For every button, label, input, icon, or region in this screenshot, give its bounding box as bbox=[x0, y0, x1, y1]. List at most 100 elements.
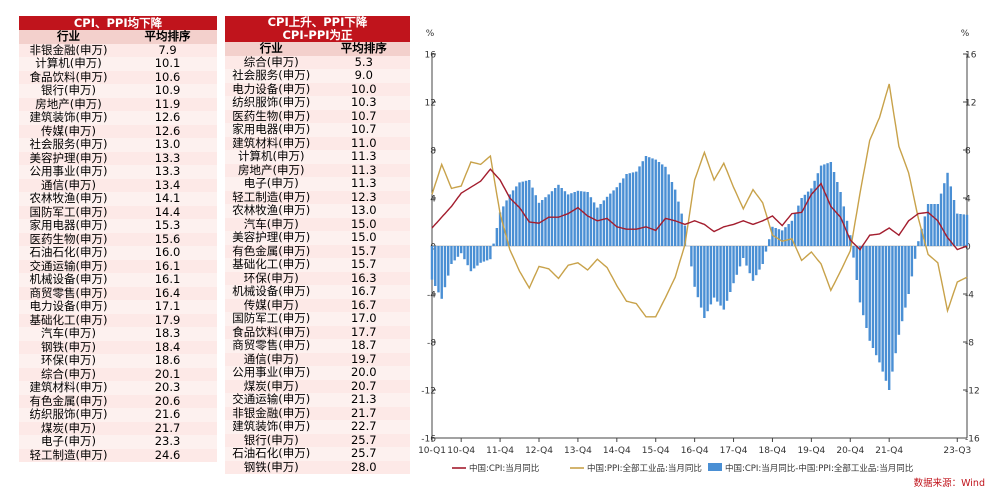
diff-bar bbox=[829, 162, 833, 246]
table-row: 石油石化(申万) 16.0 bbox=[19, 246, 217, 260]
diff-bar bbox=[939, 193, 943, 246]
table-row: 综合(申万) 5.3 bbox=[225, 55, 410, 69]
y-tick-label-right: 0 bbox=[965, 243, 971, 253]
x-tick-label: 15-Q4 bbox=[642, 446, 670, 456]
rank-cell: 22.7 bbox=[350, 420, 377, 433]
table-row: 农林牧渔(申万) 13.0 bbox=[225, 204, 410, 218]
diff-bar bbox=[602, 200, 606, 246]
industry-cell: 社会服务(申万) bbox=[29, 138, 108, 151]
diff-bar bbox=[547, 194, 550, 246]
industry-cell: 煤炭(申万) bbox=[41, 421, 96, 435]
diff-bar bbox=[443, 246, 447, 288]
legend-diff-label: 中国:CPI:当月同比-中国:PPI:全部工业品:当月同比 bbox=[725, 463, 913, 474]
diff-bar bbox=[732, 246, 735, 284]
rank-cell: 15.6 bbox=[154, 232, 181, 246]
y-unit-right: % bbox=[961, 29, 970, 39]
table-row: 银行(申万) 25.7 bbox=[225, 433, 410, 447]
diff-bar bbox=[479, 246, 482, 263]
table-row: 煤炭(申万) 20.7 bbox=[225, 379, 410, 393]
rank-cell: 16.7 bbox=[350, 285, 377, 298]
industry-cell: 煤炭(申万) bbox=[243, 379, 299, 393]
industry-cell: 电子(申万) bbox=[41, 435, 96, 448]
industry-cell: 通信(申万) bbox=[243, 352, 299, 366]
diff-bar bbox=[508, 194, 512, 246]
rank-cell: 12.6 bbox=[154, 124, 181, 138]
diff-bar bbox=[437, 246, 440, 293]
industry-cell: 钢铁(申万) bbox=[41, 340, 96, 354]
diff-bar bbox=[440, 246, 443, 299]
table-row: 商贸零售(申万) 18.7 bbox=[225, 339, 410, 353]
industry-cell: 机械设备(申万) bbox=[232, 285, 311, 298]
diff-bar bbox=[677, 201, 680, 246]
rank-cell: 21.7 bbox=[350, 406, 377, 420]
diff-bar bbox=[930, 204, 933, 246]
rank-cell: 13.3 bbox=[154, 151, 181, 165]
diff-bar bbox=[673, 189, 677, 246]
table-row: 纺织服饰(申万) 10.3 bbox=[225, 96, 410, 110]
diff-bar bbox=[667, 174, 670, 246]
table-row: 公用事业(申万) 13.3 bbox=[19, 165, 217, 179]
industry-cell: 汽车(申万) bbox=[243, 217, 299, 231]
industry-cell: 商贸零售(申万) bbox=[29, 286, 108, 300]
diff-bar bbox=[592, 202, 596, 246]
diff-bar bbox=[813, 180, 816, 246]
diff-bar bbox=[819, 165, 823, 246]
industry-cell: 汽车(申万) bbox=[41, 327, 96, 340]
table-right-title: CPI上升、PPI下降 bbox=[225, 16, 410, 29]
diff-bar bbox=[751, 246, 755, 281]
y-tick-label-right: -12 bbox=[965, 387, 980, 397]
industry-cell: 钢铁(申万) bbox=[243, 460, 299, 474]
rank-cell: 11.0 bbox=[350, 136, 377, 150]
rank-cell: 18.3 bbox=[154, 327, 181, 340]
diff-bar bbox=[579, 191, 583, 246]
diff-bar bbox=[660, 164, 664, 246]
industry-cell: 交通运输(申万) bbox=[232, 393, 311, 406]
diff-bar bbox=[790, 220, 794, 246]
diff-bar bbox=[699, 246, 703, 308]
diff-bar bbox=[498, 212, 502, 246]
industry-cell: 环保(申万) bbox=[41, 354, 96, 367]
x-tick-label: 16-Q4 bbox=[681, 446, 709, 456]
rank-cell: 20.7 bbox=[350, 379, 377, 393]
y-tick-label-right: 8 bbox=[965, 147, 971, 157]
industry-cell: 房地产(申万) bbox=[35, 97, 102, 111]
table-row: 交通运输(申万) 16.1 bbox=[19, 259, 217, 273]
industry-cell: 环保(申万) bbox=[243, 271, 299, 285]
rank-cell: 10.3 bbox=[350, 96, 377, 109]
rank-cell: 21.7 bbox=[154, 421, 181, 435]
industry-cell: 纺织服饰(申万) bbox=[29, 408, 108, 421]
diff-bar bbox=[628, 173, 632, 246]
table-row: 电力设备(申万) 17.1 bbox=[19, 300, 217, 314]
industry-cell: 有色金属(申万) bbox=[232, 244, 311, 258]
rank-cell: 20.3 bbox=[154, 381, 181, 394]
table-row: 电子(申万) 11.3 bbox=[225, 177, 410, 191]
table-row: 纺织服饰(申万) 21.6 bbox=[19, 408, 217, 422]
rank-cell: 20.0 bbox=[350, 366, 377, 379]
industry-cell: 计算机(申万) bbox=[238, 150, 305, 163]
diff-bar bbox=[725, 246, 729, 301]
rank-cell: 13.0 bbox=[350, 204, 377, 217]
rank-cell: 10.9 bbox=[154, 84, 181, 97]
rank-cell: 16.0 bbox=[154, 246, 181, 259]
diff-bar bbox=[900, 246, 904, 322]
table-row: 银行(申万) 10.9 bbox=[19, 84, 217, 98]
diff-bar bbox=[943, 183, 946, 246]
industry-cell: 石油石化(申万) bbox=[29, 246, 108, 259]
table-row: 环保(申万) 18.6 bbox=[19, 354, 217, 368]
industry-cell: 家用电器(申万) bbox=[232, 123, 311, 136]
rank-cell: 9.0 bbox=[354, 69, 373, 82]
x-tick-label: 20-Q4 bbox=[836, 446, 864, 456]
table-row: 家用电器(申万) 15.3 bbox=[19, 219, 217, 233]
rank-cell: 13.4 bbox=[154, 178, 181, 192]
table-row: 交通运输(申万) 21.3 bbox=[225, 393, 410, 407]
rank-cell: 25.7 bbox=[350, 433, 377, 447]
table-row: 钢铁(申万) 28.0 bbox=[225, 460, 410, 474]
y-tick-label-right: -8 bbox=[965, 339, 974, 349]
y-tick-label-left: -4 bbox=[427, 291, 436, 301]
diff-bar bbox=[897, 246, 901, 335]
rank-cell: 10.7 bbox=[350, 109, 377, 123]
industry-cell: 综合(申万) bbox=[243, 55, 299, 69]
industry-cell: 农林牧渔(申万) bbox=[29, 192, 108, 205]
rank-cell: 12.3 bbox=[350, 190, 377, 204]
diff-bar bbox=[806, 191, 810, 246]
